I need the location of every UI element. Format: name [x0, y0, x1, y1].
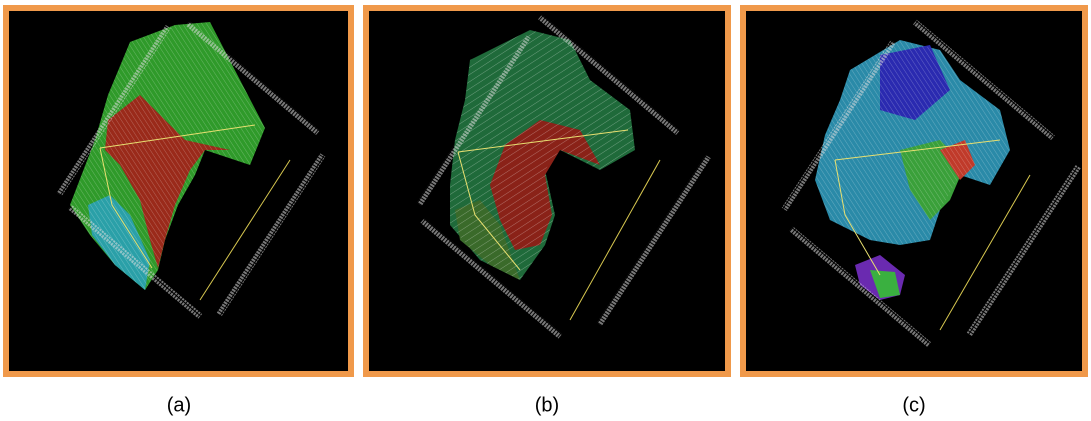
panel-caption: (a) [167, 394, 191, 416]
tick-labels [789, 226, 931, 347]
panel-caption: (b) [535, 394, 559, 416]
tick-strip [596, 155, 711, 327]
axis-line [199, 159, 291, 301]
tick-labels [913, 19, 1055, 141]
tick-labels [538, 14, 680, 136]
tick-strip [789, 226, 931, 347]
panel-c [740, 5, 1088, 377]
axis-line [939, 174, 1031, 331]
tick-strip [538, 14, 680, 136]
survey-line [99, 147, 153, 269]
survey-line [457, 129, 629, 153]
tick-labels [68, 204, 203, 319]
tick-strip [966, 165, 1081, 337]
survey-line [834, 159, 881, 276]
tick-strip [185, 21, 320, 136]
surface-region [870, 270, 900, 298]
panel-b [363, 5, 731, 377]
grid-overlay [450, 30, 635, 280]
tick-strip [420, 218, 563, 339]
tick-strip [68, 204, 203, 319]
tick-strip [56, 25, 171, 197]
grid-overlay [70, 22, 265, 290]
tick-strip [216, 153, 326, 317]
survey-line [834, 139, 1001, 161]
panel-a [3, 5, 354, 377]
tick-labels [416, 35, 531, 207]
tick-labels [781, 40, 896, 212]
tick-strip [781, 40, 896, 212]
survey-line [457, 151, 521, 271]
tick-labels [56, 25, 171, 197]
tick-labels [420, 218, 563, 339]
panel-caption: (c) [902, 394, 925, 416]
tick-strip [416, 35, 531, 207]
tick-labels [596, 155, 711, 327]
axis-line [569, 159, 661, 321]
tick-strip [913, 19, 1055, 141]
tick-labels [216, 153, 326, 317]
tick-labels [966, 165, 1081, 337]
tick-labels [185, 21, 320, 136]
survey-line [99, 124, 256, 149]
